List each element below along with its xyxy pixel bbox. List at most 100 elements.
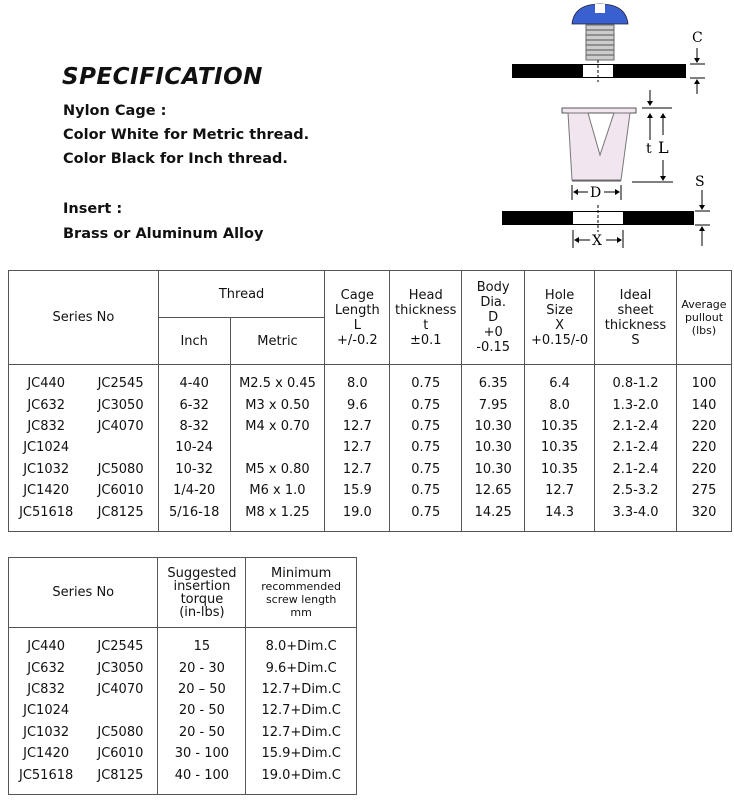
table-cell: 2.1-2.4 bbox=[594, 458, 677, 480]
table-cell: 0.75 bbox=[389, 501, 463, 523]
table-cell: JC51618 bbox=[8, 764, 84, 786]
spec-line-cage-heading: Nylon Cage : bbox=[63, 103, 167, 119]
table-cell: JC1420 bbox=[8, 742, 84, 765]
table-cell: 19.0 bbox=[324, 501, 391, 523]
screw-icon bbox=[571, 3, 629, 61]
table-cell: JC51618 bbox=[8, 501, 84, 523]
spec-line-insert-heading: Insert : bbox=[63, 201, 123, 217]
table-cell: 15.9 bbox=[324, 479, 391, 502]
table-cell: M2.5 x 0.45 bbox=[229, 373, 326, 395]
header-average-pullout: Average pullout (lbs) bbox=[675, 270, 733, 365]
table-cell: 2.5-3.2 bbox=[594, 479, 677, 502]
table-cell: 12.7+Dim.C bbox=[245, 700, 357, 722]
table-cell: JC1024 bbox=[8, 437, 84, 459]
top-sheet bbox=[512, 60, 686, 82]
header-series-no: Series No bbox=[8, 270, 159, 365]
table-cell: JC6010 bbox=[83, 742, 159, 765]
table-cell: JC8125 bbox=[83, 764, 159, 786]
table-cell: 20 - 50 bbox=[157, 700, 247, 722]
torque-table: Series No Suggested insertion torque (in-lb… bbox=[7, 557, 357, 795]
spec-line-black: Color Black for Inch thread. bbox=[63, 151, 288, 167]
table-cell: M3 x 0.50 bbox=[229, 394, 326, 416]
table-cell: 8.0 bbox=[524, 394, 596, 416]
table-row: JC1420 JC6010 1/4-20 M6 x 1.0 15.9 0.75 12.65 1… bbox=[8, 479, 733, 502]
table-cell: 220 bbox=[675, 415, 733, 438]
header-ideal-sheet-thickness: Ideal sheet thickness S bbox=[594, 270, 677, 365]
table-cell: 275 bbox=[675, 479, 733, 502]
table-cell: 15 bbox=[157, 636, 247, 658]
table-row: JC440 JC2545 4-40 M2.5 x 0.45 8.0 0.75 6.35 6.4… bbox=[8, 373, 733, 395]
table-cell: JC5080 bbox=[83, 721, 159, 743]
table-cell: 220 bbox=[675, 458, 733, 480]
label-l: L bbox=[658, 138, 669, 157]
label-x: X bbox=[592, 233, 602, 249]
table-cell: 2.1-2.4 bbox=[594, 437, 677, 459]
table-cell: 40 - 100 bbox=[157, 764, 247, 786]
header-head-thickness: Head thickness t ±0.1 bbox=[389, 270, 463, 365]
table-cell: 8.0+Dim.C bbox=[245, 636, 357, 658]
table-row: JC632 JC3050 6-32 M3 x 0.50 9.6 0.75 7.95 8.0 1.… bbox=[8, 394, 733, 416]
table-cell: 10-32 bbox=[157, 458, 231, 480]
table-cell: 12.7 bbox=[524, 479, 596, 502]
table-cell: 30 - 100 bbox=[157, 742, 247, 765]
table-cell: M6 x 1.0 bbox=[229, 479, 326, 502]
table-cell: 0.75 bbox=[389, 394, 463, 416]
spec-line-white: Color White for Metric thread. bbox=[63, 127, 310, 143]
table-cell: JC4070 bbox=[83, 678, 159, 701]
table-cell: JC3050 bbox=[83, 394, 159, 416]
label-d: D bbox=[590, 185, 601, 201]
header-thread: Thread bbox=[157, 270, 326, 318]
table-cell: 12.7+Dim.C bbox=[245, 678, 357, 701]
table-cell: 12.7+Dim.C bbox=[245, 721, 357, 743]
dimension-diagram: C t L D S X bbox=[502, 3, 710, 249]
header-metric: Metric bbox=[229, 317, 326, 365]
table-cell bbox=[83, 437, 159, 459]
table-cell: 10.35 bbox=[524, 415, 596, 438]
table-cell: 140 bbox=[675, 394, 733, 416]
table-cell: 4-40 bbox=[157, 373, 231, 395]
table-cell: 0.8-1.2 bbox=[594, 373, 677, 395]
table-cell: M4 x 0.70 bbox=[229, 415, 326, 438]
table-cell: JC1032 bbox=[8, 721, 84, 743]
header-cage-length: Cage Length L +/-0.2 bbox=[324, 270, 391, 365]
table-cell: 100 bbox=[675, 373, 733, 395]
header-body-dia: Body Dia. D +0 -0.15 bbox=[461, 270, 526, 365]
header-series-no: Series No bbox=[7, 557, 159, 628]
table-cell: JC4070 bbox=[83, 415, 159, 438]
table-cell: 12.65 bbox=[461, 479, 526, 502]
table-cell: 0.75 bbox=[389, 437, 463, 459]
table-cell: 20 - 50 bbox=[157, 721, 247, 743]
table-cell: 19.0+Dim.C bbox=[245, 764, 357, 786]
specification-table: Series No Thread Cage Length L +/-0.2 Head t… bbox=[8, 270, 733, 532]
table-cell: 7.95 bbox=[461, 394, 526, 416]
table-cell: JC2545 bbox=[83, 373, 159, 395]
table-row: JC632 JC3050 20 - 30 9.6+Dim.C bbox=[8, 657, 357, 679]
table-row: JC1024 10-24 12.7 0.75 10.30 10.35 2.1-2.4 220 bbox=[8, 437, 733, 459]
table-cell bbox=[83, 700, 159, 722]
table-cell: 1.3-2.0 bbox=[594, 394, 677, 416]
table-cell: 320 bbox=[675, 501, 733, 523]
table-cell: 1/4-20 bbox=[157, 479, 231, 502]
table-cell: 10.30 bbox=[461, 437, 526, 459]
label-t: t bbox=[646, 141, 652, 157]
table-cell: 6.4 bbox=[524, 373, 596, 395]
table-row: JC51618 JC8125 5/16-18 M8 x 1.25 19.0 0.75 14.… bbox=[8, 501, 733, 523]
cage-icon bbox=[561, 107, 637, 182]
table-cell: 0.75 bbox=[389, 479, 463, 502]
table-row: JC832 JC4070 20 – 50 12.7+Dim.C bbox=[8, 678, 357, 701]
table-cell: 0.75 bbox=[389, 415, 463, 438]
table-cell: JC1032 bbox=[8, 458, 84, 480]
table-cell: 15.9+Dim.C bbox=[245, 742, 357, 765]
table-cell: 6-32 bbox=[157, 394, 231, 416]
table-cell: 14.25 bbox=[461, 501, 526, 523]
table-cell: JC1024 bbox=[8, 700, 84, 722]
table-row: JC51618 JC8125 40 - 100 19.0+Dim.C bbox=[8, 764, 357, 786]
table-cell: 8-32 bbox=[157, 415, 231, 438]
table-cell: 12.7 bbox=[324, 458, 391, 480]
table-cell: JC6010 bbox=[83, 479, 159, 502]
table-cell: 6.35 bbox=[461, 373, 526, 395]
table-cell: JC832 bbox=[8, 678, 84, 701]
table-cell: JC632 bbox=[8, 394, 84, 416]
table-row: JC1420 JC6010 30 - 100 15.9+Dim.C bbox=[8, 742, 357, 765]
table-row: JC1032 JC5080 20 - 50 12.7+Dim.C bbox=[8, 721, 357, 743]
